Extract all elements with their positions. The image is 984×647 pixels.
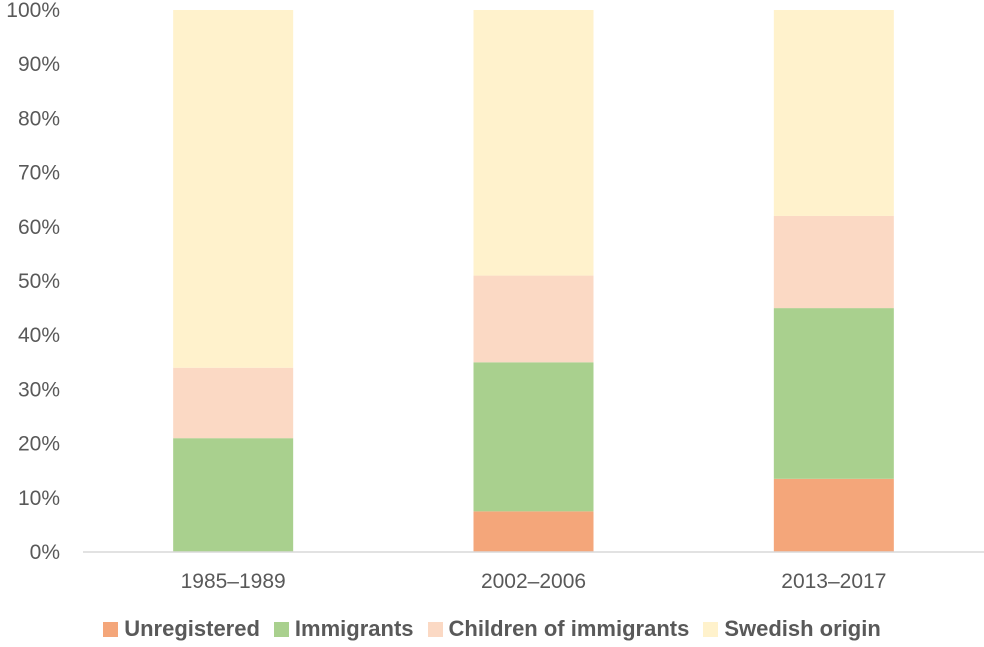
legend-label: Swedish origin [724, 616, 881, 641]
legend-item: Immigrants [273, 616, 414, 642]
legend-label: Children of immigrants [448, 616, 690, 641]
bars [173, 10, 894, 552]
stacked-bar-chart: 0% 10% 20% 30% 40% 50% 60% 70% 80% 90% 100% 1985–1… [6, 0, 984, 593]
x-tick-label: 2002–2006 [481, 570, 586, 593]
bar-segment-children-of-immigrants [473, 275, 594, 363]
y-tick-label: 10% [18, 487, 60, 510]
bar-segment-unregistered [473, 511, 594, 552]
bar-segment-unregistered [773, 478, 894, 552]
legend-item: Children of immigrants [427, 616, 690, 642]
legend-item: Swedish origin [703, 616, 881, 642]
x-axis: 1985–1989 2002–2006 2013–2017 [181, 570, 887, 593]
y-tick-label: 70% [18, 162, 60, 185]
y-tick-label: 80% [18, 107, 60, 130]
y-tick-label: 30% [18, 378, 60, 401]
bar-segment-swedish-origin [173, 10, 294, 368]
y-tick-label: 90% [18, 53, 60, 76]
legend: Unregistered Immigrants Children of immigr… [0, 616, 984, 642]
legend-swatch [703, 621, 719, 637]
y-tick-label: 20% [18, 433, 60, 456]
y-tick-label: 50% [18, 270, 60, 293]
y-tick-label: 100% [6, 0, 60, 22]
bar-segment-children-of-immigrants [173, 367, 294, 439]
legend-swatch [427, 621, 443, 637]
bar-segment-swedish-origin [473, 10, 594, 276]
bar-segment-immigrants [473, 362, 594, 512]
legend-label: Unregistered [124, 616, 260, 641]
x-tick-label: 1985–1989 [181, 570, 286, 593]
bar-segment-immigrants [173, 438, 294, 552]
legend-label: Immigrants [294, 616, 414, 641]
bar-segment-immigrants [773, 308, 894, 479]
x-tick-label: 2013–2017 [781, 570, 886, 593]
bar-segment-children-of-immigrants [773, 215, 894, 309]
y-tick-label: 40% [18, 324, 60, 347]
legend-swatch [273, 621, 289, 637]
legend-item: Unregistered [103, 616, 260, 642]
y-tick-label: 60% [18, 216, 60, 239]
legend-swatch [103, 621, 119, 637]
y-tick-label: 0% [30, 541, 60, 564]
y-axis: 0% 10% 20% 30% 40% 50% 60% 70% 80% 90% 100% [6, 0, 60, 564]
bar-segment-swedish-origin [773, 10, 894, 216]
